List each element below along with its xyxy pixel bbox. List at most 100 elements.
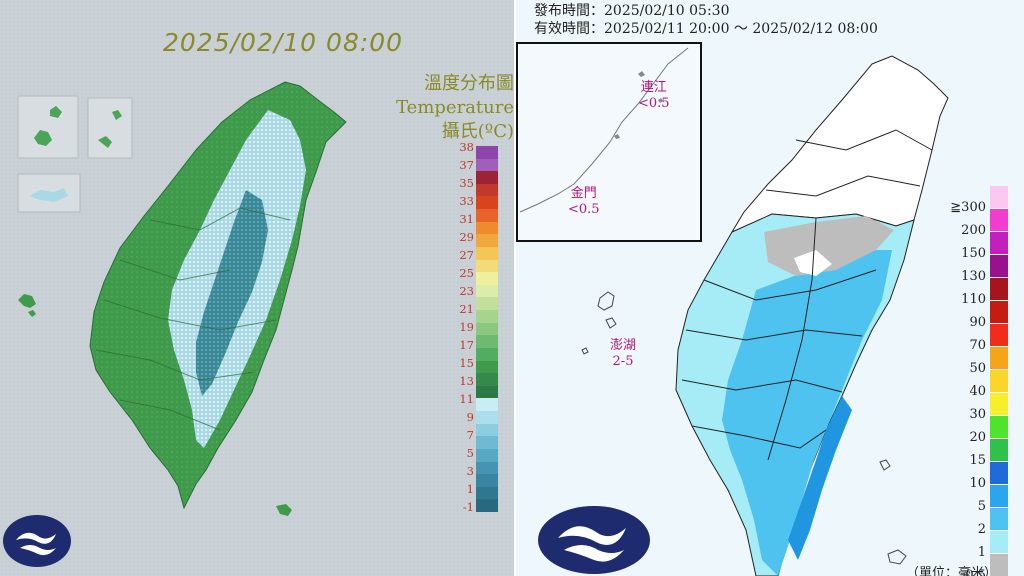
rain-heavy-area <box>788 396 852 560</box>
coastline-map <box>519 47 689 213</box>
temperature-scale-label: 27 <box>459 248 474 262</box>
temperature-scale-swatch <box>476 335 498 349</box>
place-value: <0.5 <box>638 96 670 111</box>
temperature-scale-label: 21 <box>459 302 474 316</box>
rainfall-scale-swatch <box>990 278 1008 301</box>
rainfall-unit: （單位：毫米） <box>906 566 998 576</box>
rainfall-scale-swatch <box>990 370 1008 393</box>
rainfall-scale-swatch <box>990 255 1008 278</box>
rainfall-scale-swatch <box>990 439 1008 462</box>
temperature-scale-label: 17 <box>459 338 474 352</box>
temperature-scale-label: 38 <box>459 140 474 154</box>
rainfall-scale-swatch <box>990 301 1008 324</box>
temperature-scale-swatch <box>476 486 498 500</box>
rainfall-scale-label: 20 <box>969 430 986 445</box>
temperature-scale-swatch <box>476 385 498 399</box>
green-island <box>276 504 292 516</box>
temperature-scale-swatch <box>476 246 498 261</box>
rainfall-scale-swatch <box>990 186 1008 209</box>
temperature-scale-label: -1 <box>462 500 474 514</box>
temperature-scale-swatch <box>476 259 498 273</box>
rainfall-scale-swatch <box>990 232 1008 255</box>
rainfall-scale-label: 40 <box>969 384 986 399</box>
temperature-scale-label: 19 <box>459 320 474 334</box>
orchid-island <box>887 549 907 565</box>
temperature-scale-swatch <box>476 461 498 475</box>
temperature-scale-swatch <box>476 347 498 362</box>
rainfall-scale-label: ≧300 <box>950 200 986 215</box>
temperature-scale-label: 37 <box>459 158 474 172</box>
temperature-scale-swatch <box>476 221 498 235</box>
temperature-scale-swatch <box>476 499 498 513</box>
rainfall-scale-label: 150 <box>961 246 986 261</box>
temperature-scale-label: 7 <box>466 428 474 442</box>
temperature-scale-swatch <box>476 284 498 298</box>
cwa-logo <box>538 506 650 574</box>
rainfall-map <box>581 55 949 576</box>
rainfall-scale-label: 50 <box>969 361 986 376</box>
temperature-color-scale <box>476 146 498 513</box>
rainfall-scale-label: 90 <box>969 315 986 330</box>
rainfall-scale-label: 30 <box>969 407 986 422</box>
place-name: 連江 <box>640 80 667 95</box>
rainfall-scale-swatch <box>990 347 1008 370</box>
rainfall-scale-label: 15 <box>969 453 986 468</box>
place-kinmen: 金門 <0.5 <box>568 186 600 218</box>
rain-mid-area <box>722 250 892 576</box>
rainfall-scale-label: 1 <box>977 545 986 560</box>
temperature-scale-label: 29 <box>459 230 474 244</box>
temperature-scale-label: 31 <box>459 212 474 226</box>
temperature-scale-swatch <box>476 171 498 185</box>
temperature-scale-swatch <box>476 474 498 488</box>
rainfall-scale-swatch <box>990 416 1008 439</box>
place-penghu: 澎湖 2-5 <box>610 338 636 370</box>
rainfall-scale-label: 5 <box>977 499 986 514</box>
rainfall-scale-swatch <box>990 393 1008 416</box>
temperature-scale-swatch <box>476 272 498 286</box>
temperature-date: 2025/02/10 08:00 <box>163 28 404 57</box>
issue-time: 發布時間：2025/02/10 05:30 <box>534 3 730 19</box>
temperature-map-panel: 2025/02/10 08:00 <box>0 0 514 576</box>
taiwan-north-outline <box>730 55 949 234</box>
legend-title-en: Temperature <box>396 97 514 118</box>
temperature-scale-swatch <box>476 158 498 172</box>
temperature-scale-label: 11 <box>459 392 474 406</box>
rainfall-scale-label: 200 <box>961 223 986 238</box>
temperature-scale-label: 35 <box>459 176 474 190</box>
rainfall-scale-swatch <box>990 531 1008 554</box>
rainfall-scale-swatch <box>990 508 1008 531</box>
temperature-scale-label: 5 <box>466 446 474 460</box>
temperature-scale-label: 3 <box>466 464 474 478</box>
temperature-scale-swatch <box>476 398 498 412</box>
temperature-legend-title: 溫度分布圖 Temperature 攝氏(ºC) <box>374 72 514 144</box>
place-matsu: 連江 <0.5 <box>638 80 670 112</box>
place-value: <0.5 <box>568 202 600 217</box>
temperature-scale-label: 13 <box>459 374 474 388</box>
temperature-scale-swatch <box>476 373 498 387</box>
temperature-scale-swatch <box>476 310 498 324</box>
rainfall-scale-label: 2 <box>977 522 986 537</box>
temperature-scale-swatch <box>476 146 498 160</box>
rainfall-scale-swatch <box>990 554 1008 576</box>
rainfall-scale-label: 70 <box>969 338 986 353</box>
temperature-scale-swatch <box>476 234 498 248</box>
temperature-scale-label: 1 <box>466 482 474 496</box>
temperature-map <box>17 81 347 516</box>
place-value: 2-5 <box>612 354 634 369</box>
temperature-scale-label: 33 <box>459 194 474 208</box>
temperature-scale-label: 25 <box>459 266 474 280</box>
rainfall-scale-label: 0.5 <box>965 568 986 576</box>
rainfall-scale-label: 10 <box>969 476 986 491</box>
temperature-scale-label: 9 <box>466 410 474 424</box>
temperature-scale-swatch <box>476 360 498 374</box>
temperature-scale-swatch <box>476 423 498 437</box>
temperature-scale-swatch <box>476 297 498 311</box>
highest-peaks <box>196 190 268 396</box>
temperature-scale-swatch <box>476 436 498 450</box>
place-name: 澎湖 <box>610 338 637 353</box>
temperature-scale-label: 15 <box>459 356 474 370</box>
temperature-scale-swatch <box>476 322 498 336</box>
legend-title-cn: 溫度分布圖 <box>424 73 514 94</box>
cwa-logo <box>3 515 71 567</box>
